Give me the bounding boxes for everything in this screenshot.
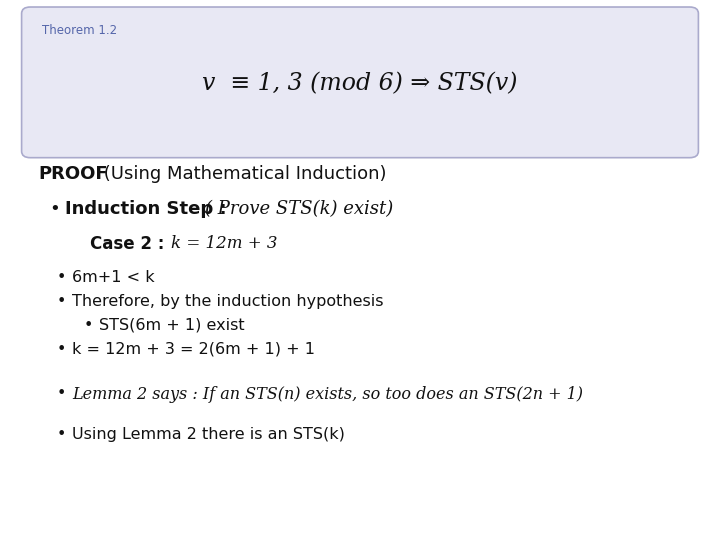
Text: k = 12m + 3: k = 12m + 3: [171, 235, 278, 252]
Text: STS(6m + 1) exist: STS(6m + 1) exist: [99, 318, 245, 333]
Text: Induction Step :: Induction Step :: [65, 200, 233, 218]
Text: •: •: [84, 318, 93, 333]
Text: •: •: [56, 294, 66, 309]
Text: Theorem 1.2: Theorem 1.2: [42, 24, 117, 37]
FancyBboxPatch shape: [22, 7, 698, 158]
Text: •: •: [56, 270, 66, 285]
Text: Using Lemma 2 there is an STS(k): Using Lemma 2 there is an STS(k): [72, 427, 345, 442]
Text: •: •: [56, 427, 66, 442]
Text: PROOF: PROOF: [38, 165, 108, 183]
Text: •: •: [56, 342, 66, 357]
Text: 6m+1 < k: 6m+1 < k: [72, 270, 155, 285]
Text: Therefore, by the induction hypothesis: Therefore, by the induction hypothesis: [72, 294, 384, 309]
Text: Case 2 :: Case 2 :: [90, 235, 170, 253]
Text: (Using Mathematical Induction): (Using Mathematical Induction): [98, 165, 387, 183]
Text: •: •: [49, 200, 60, 218]
Text: v  ≡ 1, 3 (mod 6) ⇒ STS(v): v ≡ 1, 3 (mod 6) ⇒ STS(v): [202, 72, 518, 95]
Text: Lemma 2 says : If an STS(n) exists, so too does an STS(2n + 1): Lemma 2 says : If an STS(n) exists, so t…: [72, 386, 583, 403]
Text: ( Prove STS(k) exist): ( Prove STS(k) exist): [205, 200, 393, 218]
Text: k = 12m + 3 = 2(6m + 1) + 1: k = 12m + 3 = 2(6m + 1) + 1: [72, 342, 315, 357]
Text: •: •: [56, 386, 66, 401]
